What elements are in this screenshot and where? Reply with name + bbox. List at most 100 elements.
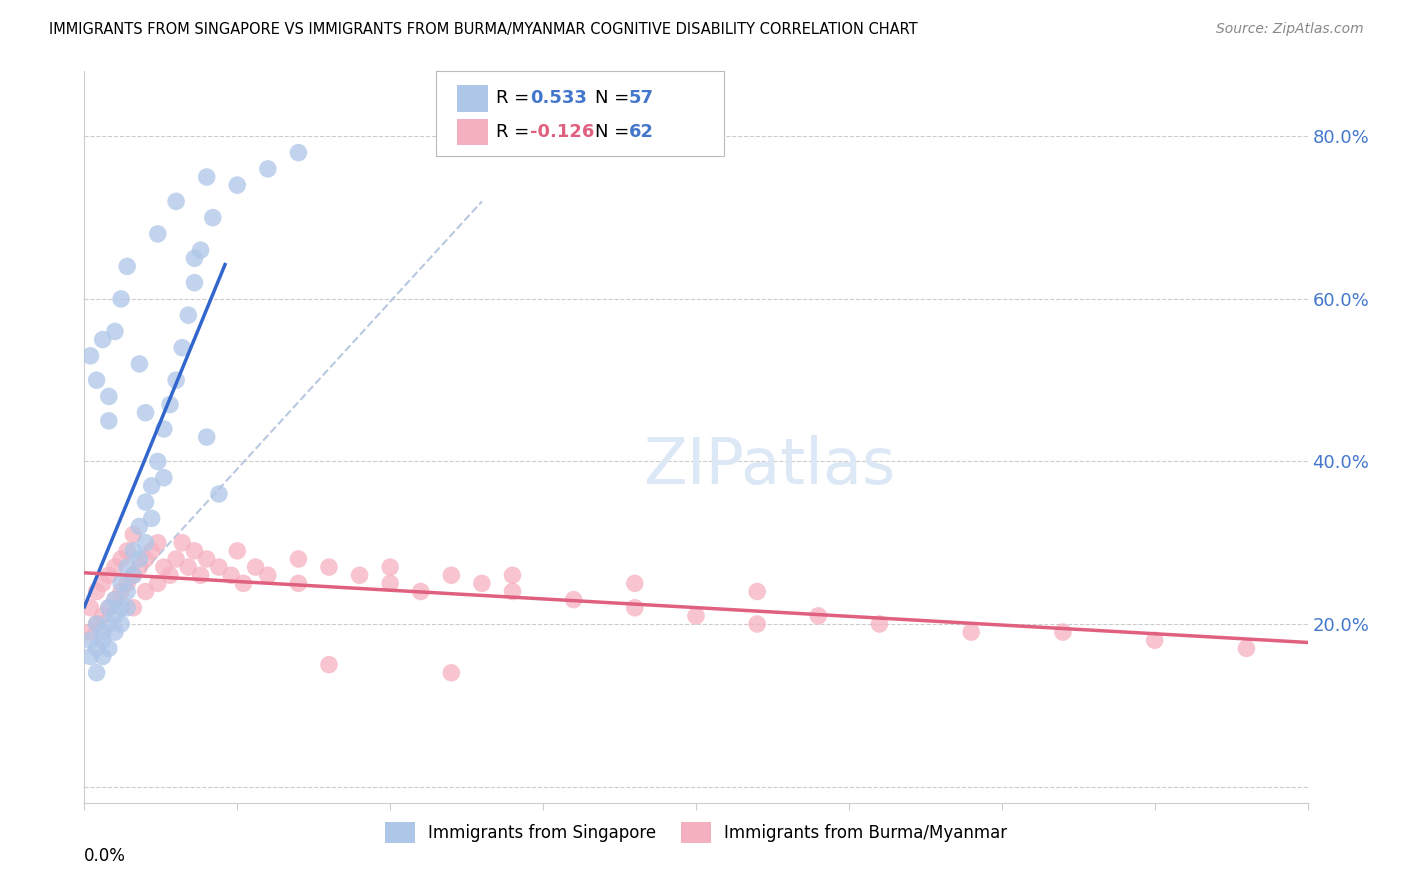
Point: [122, 544, 145, 558]
Point: [135, 584, 157, 599]
Point: [195, 430, 218, 444]
Text: 62: 62: [628, 123, 654, 141]
Text: R =: R =: [496, 123, 536, 141]
Point: [104, 560, 127, 574]
Point: [208, 487, 231, 501]
Point: [128, 357, 150, 371]
Point: [97, 600, 120, 615]
Point: [104, 625, 127, 640]
Point: [79, 349, 101, 363]
Point: [349, 568, 371, 582]
Point: [86, 617, 108, 632]
Point: [245, 560, 267, 574]
Point: [91, 608, 114, 623]
Point: [440, 568, 463, 582]
Point: [79, 600, 101, 615]
Text: Source: ZipAtlas.com: Source: ZipAtlas.com: [1216, 22, 1364, 37]
Point: [91, 649, 114, 664]
Point: [104, 592, 127, 607]
Point: [135, 552, 157, 566]
Point: [97, 568, 120, 582]
Point: [135, 495, 157, 509]
Point: [104, 592, 127, 607]
Point: [110, 600, 132, 615]
Point: [97, 600, 120, 615]
Point: [115, 560, 138, 574]
Text: 0.533: 0.533: [530, 89, 586, 107]
Point: [287, 552, 309, 566]
Point: [201, 211, 224, 225]
Point: [110, 292, 132, 306]
Point: [115, 544, 138, 558]
Point: [159, 568, 181, 582]
Point: [104, 608, 127, 623]
Point: [159, 398, 181, 412]
Text: -0.126: -0.126: [530, 123, 595, 141]
Point: [135, 406, 157, 420]
Point: [318, 657, 340, 672]
Point: [257, 568, 280, 582]
Point: [960, 625, 983, 640]
Point: [135, 535, 157, 549]
Point: [79, 633, 101, 648]
Point: [318, 560, 340, 574]
Point: [91, 633, 114, 648]
Point: [1143, 633, 1166, 648]
Point: [104, 325, 127, 339]
Legend: Immigrants from Singapore, Immigrants from Burma/Myanmar: Immigrants from Singapore, Immigrants fr…: [378, 815, 1014, 849]
Point: [79, 649, 101, 664]
Point: [153, 560, 176, 574]
Point: [172, 535, 194, 549]
Point: [97, 617, 120, 632]
Text: ZIPatlas: ZIPatlas: [643, 435, 896, 498]
Point: [122, 527, 145, 541]
Point: [115, 260, 138, 274]
Point: [153, 422, 176, 436]
Point: [685, 608, 707, 623]
Point: [195, 169, 218, 184]
Point: [208, 560, 231, 574]
Point: [115, 600, 138, 615]
Text: R =: R =: [496, 89, 536, 107]
Point: [502, 568, 524, 582]
Text: 0.0%: 0.0%: [84, 847, 127, 864]
Point: [86, 665, 108, 680]
Point: [1236, 641, 1258, 656]
Point: [747, 617, 769, 632]
Point: [146, 535, 169, 549]
Point: [91, 576, 114, 591]
Point: [190, 243, 212, 257]
Point: [380, 560, 402, 574]
Point: [110, 552, 132, 566]
Point: [177, 560, 200, 574]
Point: [153, 471, 176, 485]
Point: [79, 625, 101, 640]
Point: [624, 576, 647, 591]
Point: [624, 600, 647, 615]
Point: [110, 584, 132, 599]
Point: [86, 617, 108, 632]
Point: [146, 454, 169, 468]
Point: [471, 576, 494, 591]
Point: [110, 617, 132, 632]
Point: [91, 333, 114, 347]
Point: [747, 584, 769, 599]
Point: [380, 576, 402, 591]
Point: [122, 568, 145, 582]
Point: [86, 584, 108, 599]
Point: [190, 568, 212, 582]
Point: [141, 544, 163, 558]
Point: [165, 194, 187, 209]
Point: [146, 576, 169, 591]
Point: [219, 568, 242, 582]
Text: IMMIGRANTS FROM SINGAPORE VS IMMIGRANTS FROM BURMA/MYANMAR COGNITIVE DISABILITY : IMMIGRANTS FROM SINGAPORE VS IMMIGRANTS …: [49, 22, 918, 37]
Point: [128, 552, 150, 566]
Point: [183, 252, 205, 266]
Point: [257, 161, 280, 176]
Point: [226, 544, 249, 558]
Point: [141, 511, 163, 525]
Point: [177, 308, 200, 322]
Text: 57: 57: [628, 89, 654, 107]
Point: [97, 389, 120, 403]
Point: [232, 576, 254, 591]
